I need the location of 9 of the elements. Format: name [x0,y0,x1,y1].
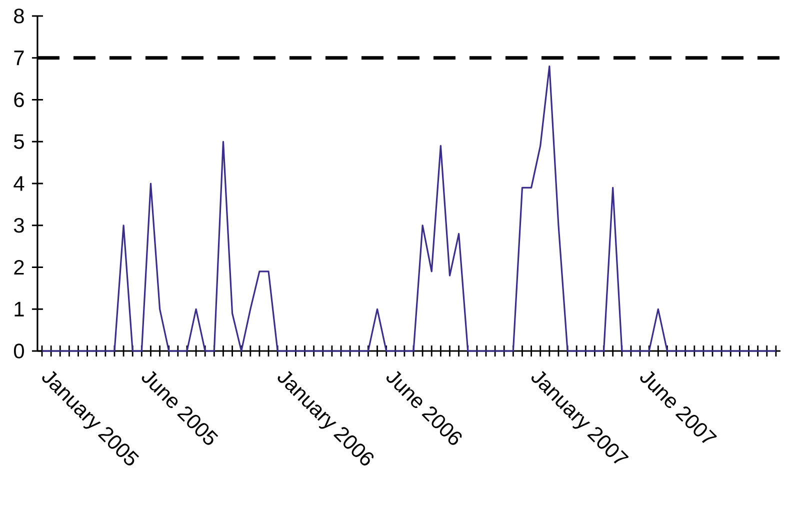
y-tick-label: 8 [14,8,24,24]
y-tick-label: 3 [14,218,24,233]
y-tick-label: 4 [14,176,24,191]
y-tick-label: 5 [14,134,24,149]
y-tick-label: 7 [14,50,24,66]
y-tick-label: 6 [14,92,24,108]
y-tick-label: 2 [14,260,24,275]
y-tick-label: 1 [14,302,24,316]
y-tick-label: 0 [14,344,24,358]
